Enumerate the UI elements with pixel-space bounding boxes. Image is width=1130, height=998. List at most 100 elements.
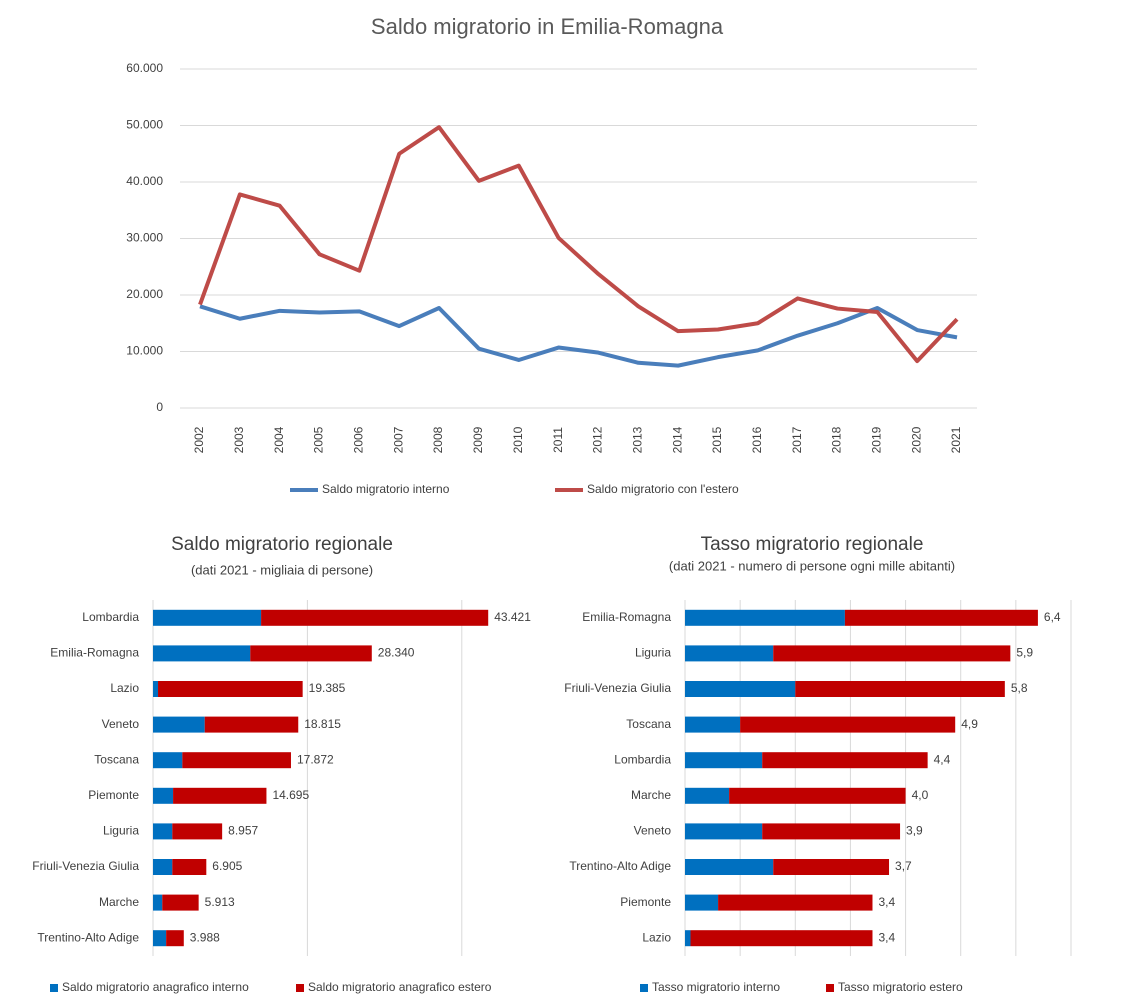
bar-segment bbox=[740, 716, 956, 733]
x-tick-label: 2006 bbox=[352, 426, 366, 453]
y-tick-label: Friuli-Venezia Giulia bbox=[564, 681, 671, 695]
bar-segment bbox=[153, 823, 173, 840]
total-label: 14.695 bbox=[272, 788, 309, 802]
bar-segment bbox=[685, 645, 774, 662]
x-tick-label: 2007 bbox=[391, 426, 405, 453]
y-tick-label: Lazio bbox=[642, 930, 671, 944]
chart-title: Saldo migratorio regionale bbox=[171, 534, 393, 555]
total-label: 6,4 bbox=[1044, 610, 1061, 624]
bar-segment bbox=[773, 859, 890, 875]
chart-subtitle: (dati 2021 - numero di persone ogni mill… bbox=[669, 558, 955, 573]
y-tick-label: 20.000 bbox=[126, 287, 163, 301]
bar-segment bbox=[153, 645, 251, 662]
x-tick-label: 2011 bbox=[551, 427, 565, 453]
legend-label: Tasso migratorio interno bbox=[652, 980, 780, 994]
bar-segment bbox=[762, 752, 928, 769]
bar-segment bbox=[162, 894, 199, 911]
chart-title: Saldo migratorio in Emilia-Romagna bbox=[371, 14, 724, 39]
y-tick-label: 60.000 bbox=[126, 61, 163, 75]
y-tick-label: Piemonte bbox=[620, 895, 671, 909]
x-tick-label: 2005 bbox=[312, 426, 326, 453]
total-label: 18.815 bbox=[304, 717, 341, 731]
total-label: 5,8 bbox=[1011, 681, 1028, 695]
total-label: 43.421 bbox=[494, 610, 531, 624]
y-tick-label: Liguria bbox=[635, 646, 671, 660]
bar-segment bbox=[172, 823, 223, 840]
total-label: 5.913 bbox=[205, 895, 235, 909]
bar-segment bbox=[718, 894, 873, 911]
bar-segment bbox=[685, 716, 741, 733]
bar-segment bbox=[153, 930, 167, 947]
total-label: 17.872 bbox=[297, 752, 334, 766]
y-tick-label: 0 bbox=[156, 400, 163, 414]
y-tick-label: Emilia-Romagna bbox=[582, 610, 671, 624]
total-label: 5,9 bbox=[1016, 646, 1033, 660]
x-tick-label: 2021 bbox=[949, 426, 963, 453]
line-series bbox=[199, 304, 958, 368]
legend-label: Tasso migratorio estero bbox=[838, 980, 963, 994]
x-tick-label: 2014 bbox=[670, 426, 684, 453]
total-label: 3,9 bbox=[906, 824, 923, 838]
y-tick-label: Veneto bbox=[634, 824, 672, 838]
total-label: 28.340 bbox=[378, 646, 415, 660]
total-label: 3,7 bbox=[895, 859, 912, 873]
x-tick-label: 2017 bbox=[790, 426, 804, 453]
bar-segment bbox=[153, 894, 163, 911]
y-tick-label: Emilia-Romagna bbox=[50, 646, 139, 660]
y-tick-label: Toscana bbox=[94, 752, 139, 766]
legend-swatch bbox=[50, 984, 58, 992]
total-label: 6.905 bbox=[212, 859, 242, 873]
bar-segment bbox=[762, 823, 901, 840]
bar-segment bbox=[685, 752, 763, 769]
legend-label: Saldo migratorio interno bbox=[322, 482, 450, 496]
y-tick-label: 30.000 bbox=[126, 231, 163, 245]
legend-swatch bbox=[640, 984, 648, 992]
bar-segment bbox=[685, 609, 845, 626]
x-tick-label: 2004 bbox=[272, 426, 286, 453]
chart-title: Tasso migratorio regionale bbox=[701, 534, 924, 555]
x-tick-label: 2009 bbox=[471, 426, 485, 453]
bar-segment bbox=[685, 930, 691, 947]
legend-label: Saldo migratorio anagrafico estero bbox=[308, 980, 492, 994]
total-label: 3,4 bbox=[878, 930, 895, 944]
bar-segment bbox=[182, 752, 291, 769]
x-tick-label: 2015 bbox=[710, 426, 724, 453]
x-tick-label: 2020 bbox=[909, 426, 923, 453]
bar-segment bbox=[172, 859, 207, 875]
total-label: 19.385 bbox=[309, 681, 346, 695]
chart-subtitle: (dati 2021 - migliaia di persone) bbox=[191, 562, 373, 577]
bar-segment bbox=[729, 787, 906, 804]
bar-segment bbox=[153, 681, 159, 697]
legend-label: Saldo migratorio con l'estero bbox=[587, 482, 739, 496]
bar-segment bbox=[153, 859, 173, 875]
y-tick-label: Trentino-Alto Adige bbox=[37, 930, 139, 944]
bar-segment bbox=[844, 609, 1038, 626]
bar-segment bbox=[204, 716, 299, 733]
y-tick-label: Piemonte bbox=[88, 788, 139, 802]
bar-segment bbox=[153, 609, 262, 626]
x-tick-label: 2018 bbox=[830, 426, 844, 453]
x-tick-label: 2008 bbox=[431, 426, 445, 453]
y-tick-label: 10.000 bbox=[126, 344, 163, 358]
line-series bbox=[198, 125, 959, 364]
legend-swatch bbox=[296, 984, 304, 992]
y-tick-label: Liguria bbox=[103, 824, 139, 838]
y-tick-label: Lombardia bbox=[614, 752, 671, 766]
y-tick-label: Friuli-Venezia Giulia bbox=[32, 859, 139, 873]
y-tick-label: Trentino-Alto Adige bbox=[569, 859, 671, 873]
bar-segment bbox=[773, 645, 1011, 662]
total-label: 4,4 bbox=[934, 752, 951, 766]
bar-segment bbox=[173, 787, 267, 804]
y-tick-label: Marche bbox=[631, 788, 671, 802]
bar-segment bbox=[685, 823, 763, 840]
bar-segment bbox=[166, 930, 184, 947]
y-tick-label: Lombardia bbox=[82, 610, 139, 624]
y-tick-label: Toscana bbox=[626, 717, 671, 731]
total-label: 3,4 bbox=[878, 895, 895, 909]
bar-segment bbox=[153, 787, 174, 804]
x-tick-label: 2003 bbox=[232, 426, 246, 453]
bar-segment bbox=[250, 645, 372, 662]
bar-segment bbox=[685, 894, 719, 911]
legend-swatch bbox=[826, 984, 834, 992]
